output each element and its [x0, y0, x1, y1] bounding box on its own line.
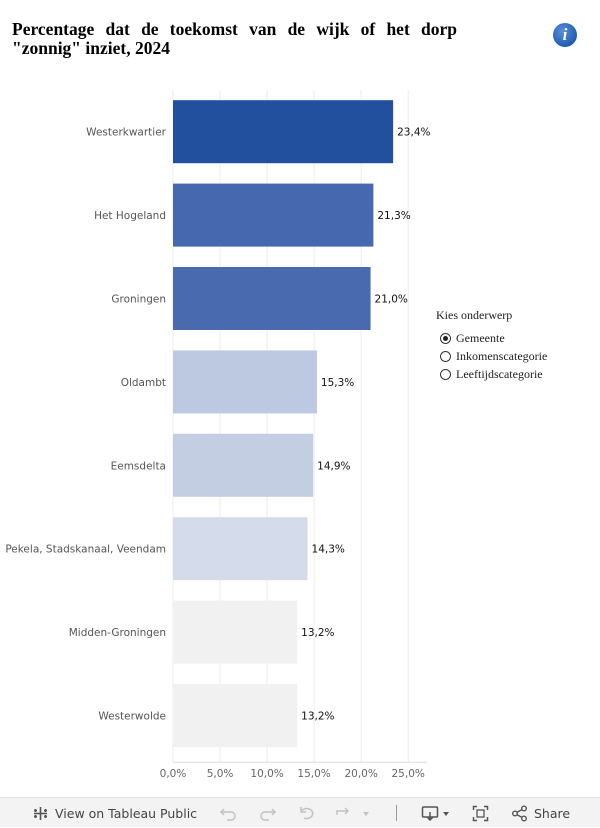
radio-label: Leeftijdscategorie	[456, 366, 543, 381]
bar-chart: Westerkwartier Het Hogeland Groningen Oldam…	[5, 90, 430, 780]
chart-x-axis: 0,0% 5,0% 10,0% 15,0% 20,0% 25,0%	[160, 761, 427, 780]
parameter-title: Kies onderwerp	[436, 308, 513, 322]
revert-button[interactable]	[298, 798, 316, 828]
x-tick-label: 20,0%	[344, 768, 377, 780]
chart-bars	[173, 100, 394, 747]
bar	[173, 433, 314, 497]
chart-value-labels: 23,4% 21,3% 21,0% 15,3% 14,9% 14,3% 13,2% 13,2%	[301, 127, 430, 723]
info-icon[interactable]: i	[553, 23, 577, 47]
category-label: Het Hogeland	[94, 210, 166, 222]
share-button[interactable]: Share	[511, 798, 570, 828]
download-button[interactable]	[421, 798, 451, 828]
data-label: 13,2%	[301, 627, 334, 639]
bar	[173, 600, 298, 664]
refresh-icon	[336, 807, 369, 816]
category-label: Groningen	[111, 294, 166, 306]
x-tick-label: 5,0%	[207, 768, 234, 780]
tableau-toolbar: View on Tableau Public	[0, 797, 600, 827]
bar	[173, 517, 308, 581]
radio-button[interactable]	[440, 368, 451, 380]
x-tick-label: 10,0%	[250, 768, 283, 780]
data-label: 23,4%	[397, 127, 430, 139]
x-tick-label: 15,0%	[297, 768, 330, 780]
bar	[173, 267, 371, 330]
refresh-button[interactable]	[335, 798, 369, 828]
data-label: 14,9%	[317, 460, 350, 472]
fullscreen-button[interactable]	[472, 798, 489, 828]
view-on-tableau-label: View on Tableau Public	[55, 805, 198, 821]
radio-option-gemeente[interactable]: Gemeente	[436, 329, 547, 347]
fullscreen-icon	[472, 805, 489, 821]
category-label: Pekela, Stadskanaal, Veendam	[5, 544, 166, 556]
revert-icon	[300, 807, 314, 820]
category-label: Midden-Groningen	[69, 627, 166, 639]
parameter-control: Kies onderwerp Gemeente Inkomenscategori…	[436, 308, 547, 383]
data-label: 21,0%	[375, 294, 408, 306]
share-icon	[512, 805, 527, 821]
data-label: 15,3%	[321, 377, 354, 389]
bar	[173, 183, 374, 247]
data-label: 13,2%	[301, 711, 334, 723]
undo-icon	[219, 808, 236, 821]
share-label: Share	[534, 805, 571, 821]
page-title: Percentage dat de toekomst van de wijk o…	[12, 19, 457, 58]
radio-label: Inkomenscategorie	[456, 348, 548, 363]
radio-button[interactable]	[440, 350, 451, 362]
data-label: 21,3%	[377, 210, 410, 222]
tableau-logo-icon	[34, 806, 47, 820]
redo-button[interactable]	[259, 798, 277, 828]
radio-option-inkomenscategorie[interactable]: Inkomenscategorie	[436, 347, 547, 365]
category-label: Westerwolde	[98, 711, 166, 723]
x-tick-label: 0,0%	[160, 768, 187, 780]
redo-icon	[260, 808, 277, 821]
data-label: 14,3%	[312, 544, 345, 556]
undo-button[interactable]	[219, 798, 237, 828]
toolbar-divider	[396, 805, 397, 821]
chart-category-labels: Westerkwartier Het Hogeland Groningen Oldam…	[5, 127, 166, 723]
view-on-tableau-button[interactable]: View on Tableau Public	[32, 798, 197, 828]
download-icon	[421, 806, 449, 821]
category-label: Westerkwartier	[86, 127, 167, 139]
bar	[173, 684, 298, 747]
radio-option-leeftijdscategorie[interactable]: Leeftijdscategorie	[436, 365, 547, 383]
radio-label: Gemeente	[456, 330, 505, 345]
radio-button[interactable]	[440, 332, 451, 344]
category-label: Eemsdelta	[111, 460, 166, 472]
bar	[173, 100, 394, 164]
bar	[173, 350, 317, 414]
x-tick-label: 25,0%	[392, 768, 425, 780]
category-label: Oldambt	[121, 377, 166, 389]
